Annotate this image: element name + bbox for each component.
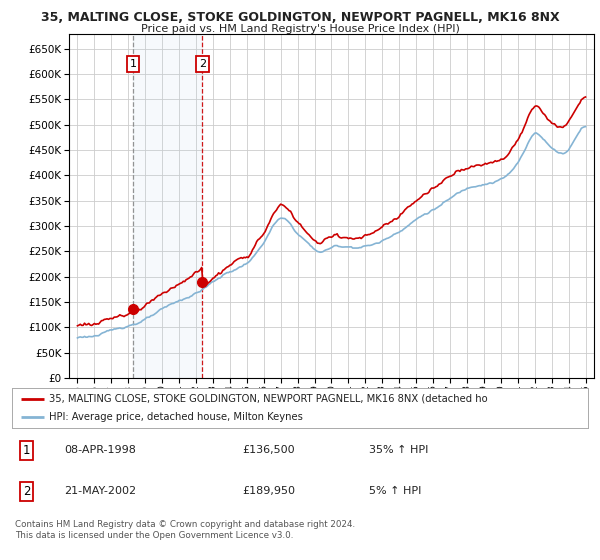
Text: HPI: Average price, detached house, Milton Keynes: HPI: Average price, detached house, Milt… <box>49 412 304 422</box>
Text: Contains HM Land Registry data © Crown copyright and database right 2024.
This d: Contains HM Land Registry data © Crown c… <box>15 520 355 540</box>
Text: 5% ↑ HPI: 5% ↑ HPI <box>369 486 421 496</box>
Text: 1: 1 <box>23 444 30 457</box>
Text: 2: 2 <box>199 59 206 69</box>
Text: £136,500: £136,500 <box>242 445 295 455</box>
Text: 21-MAY-2002: 21-MAY-2002 <box>64 486 136 496</box>
Text: 35, MALTING CLOSE, STOKE GOLDINGTON, NEWPORT PAGNELL, MK16 8NX (detached ho: 35, MALTING CLOSE, STOKE GOLDINGTON, NEW… <box>49 394 488 404</box>
Text: 1: 1 <box>130 59 136 69</box>
Text: 35, MALTING CLOSE, STOKE GOLDINGTON, NEWPORT PAGNELL, MK16 8NX: 35, MALTING CLOSE, STOKE GOLDINGTON, NEW… <box>41 11 559 24</box>
Text: 2: 2 <box>23 484 30 498</box>
Text: Price paid vs. HM Land Registry's House Price Index (HPI): Price paid vs. HM Land Registry's House … <box>140 24 460 34</box>
Text: 08-APR-1998: 08-APR-1998 <box>64 445 136 455</box>
Bar <box>133 34 202 378</box>
Text: £189,950: £189,950 <box>242 486 295 496</box>
Text: 35% ↑ HPI: 35% ↑ HPI <box>369 445 428 455</box>
